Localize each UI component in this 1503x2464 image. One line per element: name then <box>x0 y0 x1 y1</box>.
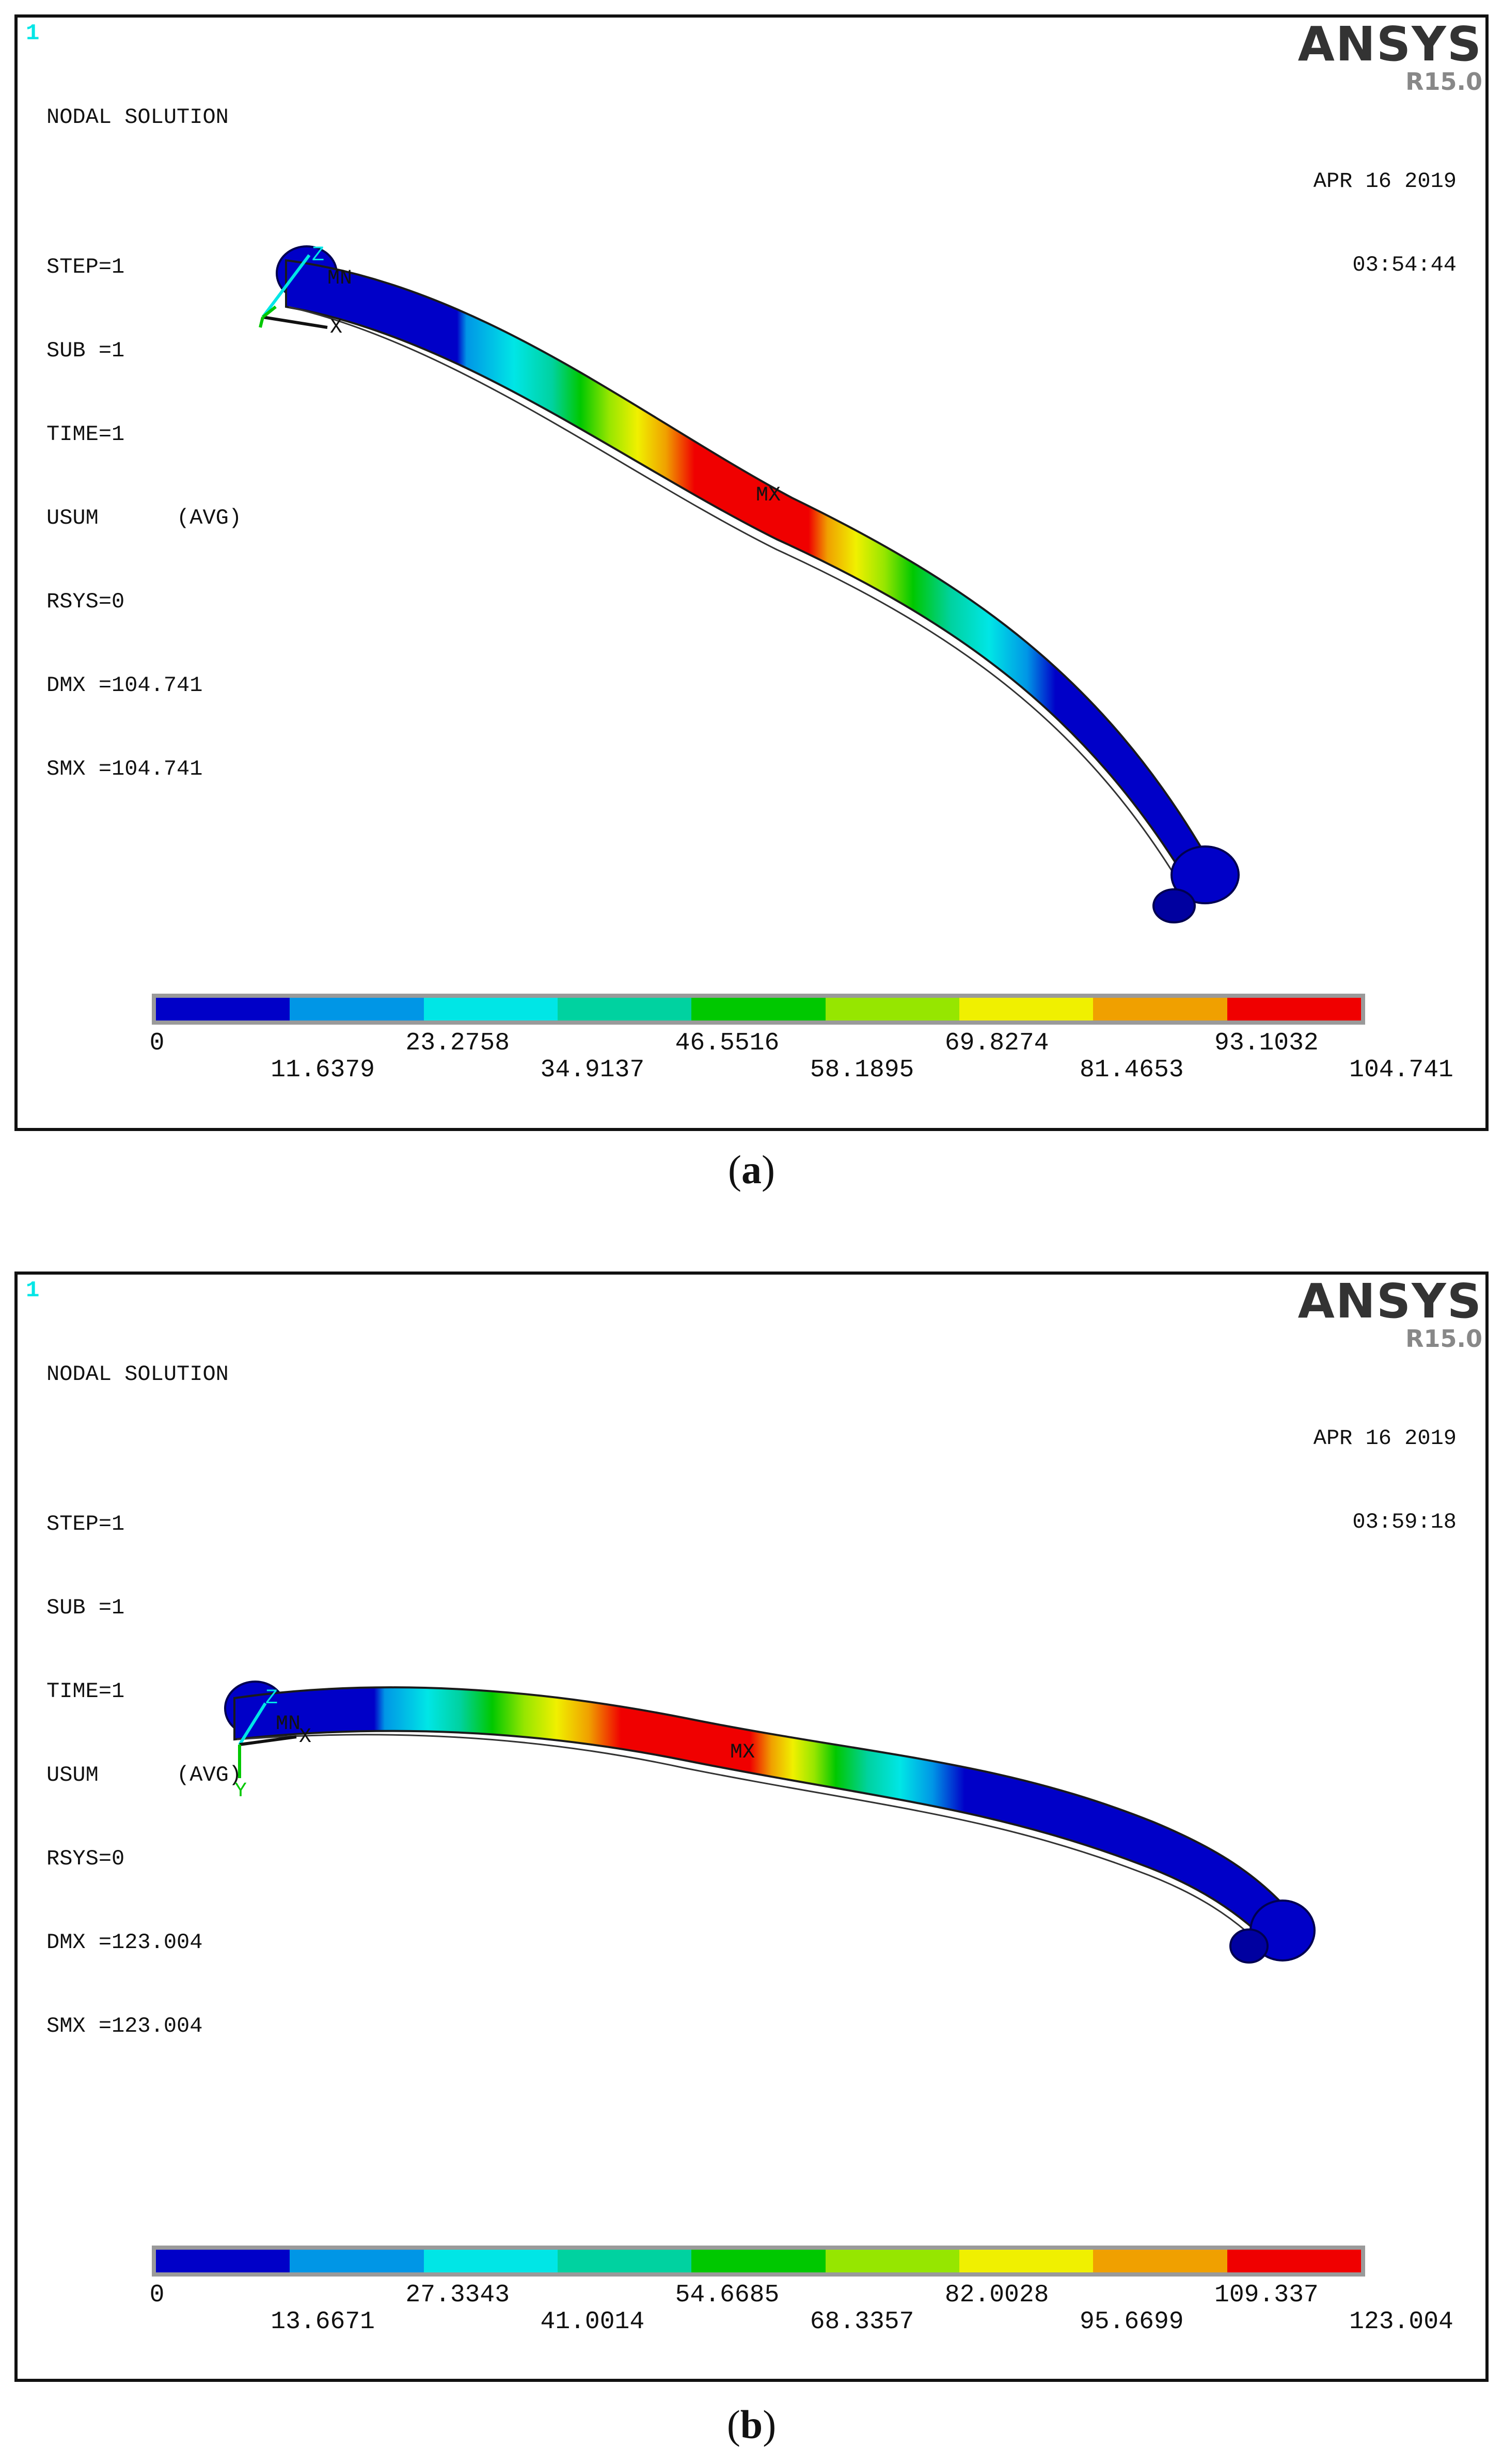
max-label: MX <box>730 1741 755 1764</box>
legend-swatch <box>290 998 424 1021</box>
brand-version: R15.0 <box>1405 1325 1482 1353</box>
legend-swatch <box>691 2250 826 2272</box>
time-label: 03:59:18 <box>1352 1510 1457 1534</box>
legend-label-top: 23.2758 <box>405 1029 510 1057</box>
legend-swatch <box>156 998 290 1021</box>
legend-swatch <box>557 2250 692 2272</box>
solution-info: NODAL SOLUTION STEP=1 SUB =1 TIME=1 USUM… <box>46 48 242 839</box>
info-sub: SUB =1 <box>46 1595 125 1620</box>
result-panel-b: 1 NODAL SOLUTION STEP=1 SUB =1 TIME=1 US… <box>14 1272 1489 2382</box>
info-sub: SUB =1 <box>46 338 125 363</box>
max-label: MX <box>756 484 781 507</box>
window-number: 1 <box>26 1278 40 1304</box>
axis-z-label: Z <box>265 1687 278 1710</box>
solution-title: NODAL SOLUTION <box>46 1362 229 1387</box>
info-usum: USUM (AVG) <box>46 506 242 530</box>
axis-triad <box>259 254 328 329</box>
info-step: STEP=1 <box>46 255 125 279</box>
legend-label-bottom: 95.6699 <box>1079 2308 1184 2336</box>
min-label: MN <box>276 1713 300 1736</box>
legend-swatch <box>423 2250 558 2272</box>
time-label: 03:54:44 <box>1352 253 1457 277</box>
info-usum: USUM (AVG) <box>46 1763 242 1787</box>
min-label: MN <box>327 267 352 290</box>
legend-label-top: 46.5516 <box>675 1029 780 1057</box>
solution-title: NODAL SOLUTION <box>46 105 229 130</box>
brand-name: ANSYS <box>1298 17 1482 72</box>
legend-label-top: 82.0028 <box>944 2281 1049 2309</box>
legend-label-bottom: 81.4653 <box>1079 1056 1184 1084</box>
legend-label-bottom: 104.741 <box>1349 1056 1453 1084</box>
legend-swatch <box>1093 2250 1227 2272</box>
legend-label-top: 0 <box>149 1029 165 1057</box>
legend-labels: 0 23.2758 46.5516 69.8274 93.1032 11.6379 34.9… <box>18 1030 1492 1087</box>
legend-swatch <box>825 998 959 1021</box>
legend-label-bottom: 123.004 <box>1349 2308 1453 2336</box>
window-number: 1 <box>26 21 40 46</box>
beam-model: Z X Y MN MX <box>224 1681 1316 1964</box>
legend-label-top: 69.8274 <box>944 1029 1049 1057</box>
legend-swatch <box>1093 998 1227 1021</box>
color-legend-bar <box>152 2246 1365 2277</box>
legend-swatch <box>156 2250 290 2272</box>
axis-triad <box>238 1702 297 1778</box>
info-time: TIME=1 <box>46 422 125 447</box>
right-eye <box>1170 845 1240 904</box>
info-smx: SMX =104.741 <box>46 757 203 781</box>
legend-swatch <box>959 2250 1094 2272</box>
legend-swatch <box>691 998 826 1021</box>
legend-label-top: 93.1032 <box>1214 1029 1319 1057</box>
brand-name: ANSYS <box>1298 1274 1482 1329</box>
solution-info: NODAL SOLUTION STEP=1 SUB =1 TIME=1 USUM… <box>46 1305 242 2096</box>
legend-swatch <box>290 2250 424 2272</box>
legend-swatch <box>1227 998 1361 1021</box>
beam-model: Z X MN MX <box>259 244 1240 923</box>
result-panel-a: 1 NODAL SOLUTION STEP=1 SUB =1 TIME=1 US… <box>14 14 1489 1131</box>
axis-x-label: X <box>299 1725 311 1749</box>
axis-z-label: Z <box>312 244 324 267</box>
legend-label-top: 54.6685 <box>675 2281 780 2309</box>
info-rsys: RSYS=0 <box>46 589 125 614</box>
ansys-logo: ANSYS R15.0 <box>1298 1274 1482 1353</box>
color-legend-bar <box>152 994 1365 1025</box>
legend-label-bottom: 34.9137 <box>540 1056 645 1084</box>
info-step: STEP=1 <box>46 1512 125 1536</box>
legend-swatch <box>1227 2250 1361 2272</box>
ansys-logo: ANSYS R15.0 <box>1298 17 1482 96</box>
legend-label-top: 0 <box>149 2281 165 2309</box>
axis-x-label: X <box>330 316 342 339</box>
legend-labels: 0 27.3343 54.6685 82.0028 109.337 13.6671 41.0… <box>18 2282 1492 2339</box>
date-label: APR 16 2019 <box>1313 1426 1457 1451</box>
legend-swatch <box>557 998 692 1021</box>
legend-label-bottom: 58.1895 <box>810 1056 914 1084</box>
brand-version: R15.0 <box>1405 68 1482 96</box>
beam-body <box>233 1686 1294 1948</box>
info-smx: SMX =123.004 <box>46 2014 203 2038</box>
axis-y-label: Y <box>234 1780 247 1803</box>
legend-label-bottom: 68.3357 <box>810 2308 914 2336</box>
legend-label-top: 109.337 <box>1214 2281 1319 2309</box>
legend-label-bottom: 11.6379 <box>271 1056 375 1084</box>
date-label: APR 16 2019 <box>1313 169 1457 194</box>
timestamp: APR 16 2019 03:59:18 <box>1314 1369 1457 1592</box>
caption-a: (a) <box>728 1147 775 1192</box>
legend-swatch <box>959 998 1094 1021</box>
legend-swatch <box>423 998 558 1021</box>
caption-b: (b) <box>726 2402 777 2447</box>
legend-label-bottom: 41.0014 <box>540 2308 645 2336</box>
timestamp: APR 16 2019 03:54:44 <box>1314 112 1457 335</box>
legend-label-bottom: 13.6671 <box>271 2308 375 2336</box>
info-time: TIME=1 <box>46 1679 125 1704</box>
legend-label-top: 27.3343 <box>405 2281 510 2309</box>
info-dmx: DMX =104.741 <box>46 673 203 698</box>
info-dmx: DMX =123.004 <box>46 1930 203 1955</box>
info-rsys: RSYS=0 <box>46 1846 125 1871</box>
legend-swatch <box>825 2250 959 2272</box>
